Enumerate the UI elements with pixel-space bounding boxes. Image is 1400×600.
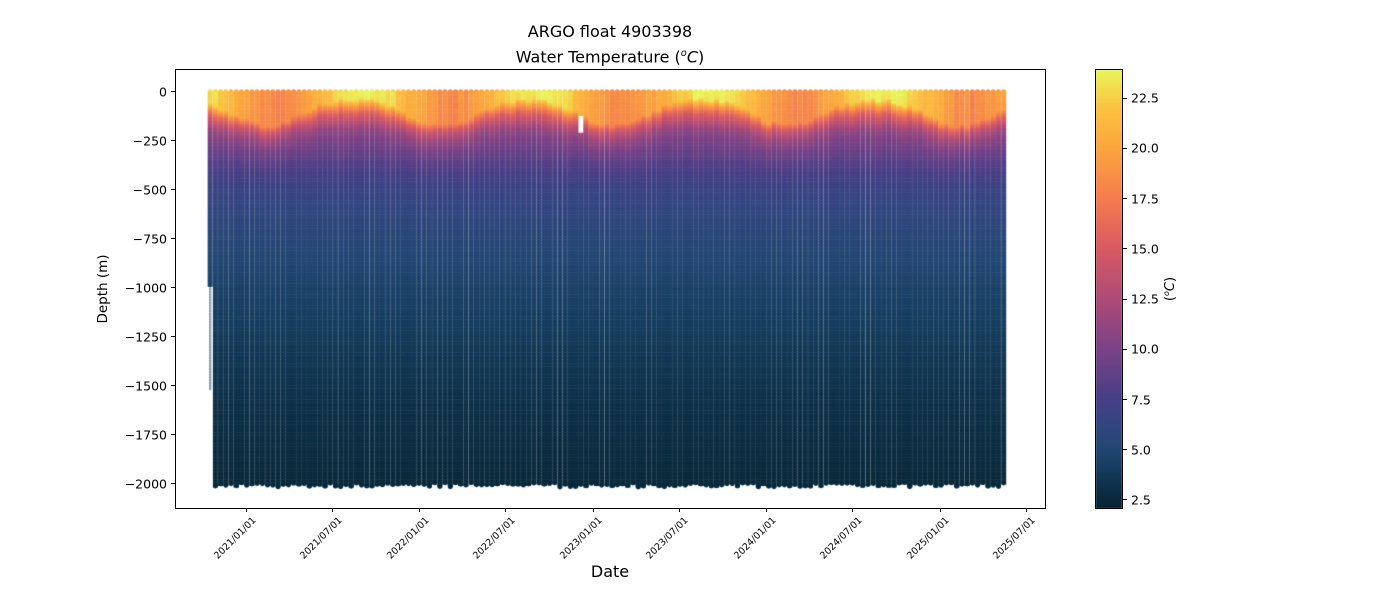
- y-tick-mark: [171, 238, 175, 240]
- x-tick-mark: [852, 508, 854, 512]
- colorbar-tick-mark: [1123, 248, 1127, 250]
- colorbar-tick-label: 10.0: [1131, 341, 1159, 357]
- x-tick-mark: [765, 508, 767, 512]
- colorbar-tick-label: 7.5: [1131, 392, 1151, 407]
- y-tick-label: −2000: [124, 476, 167, 492]
- y-tick-label: 0: [159, 84, 167, 100]
- degree-symbol: o: [1161, 291, 1171, 297]
- y-tick-mark: [171, 91, 175, 93]
- colorbar-tick-label: 20.0: [1131, 140, 1159, 156]
- colorbar-tick-mark: [1123, 348, 1127, 350]
- colorbar-tick-mark: [1123, 147, 1127, 149]
- colorbar-tick-label: 17.5: [1131, 191, 1159, 207]
- y-tick-label: −1500: [124, 378, 167, 394]
- y-tick-label: −250: [132, 133, 167, 149]
- x-tick-mark: [678, 508, 680, 512]
- y-tick-label: −500: [132, 182, 167, 198]
- x-tick-mark: [1025, 508, 1027, 512]
- y-axis-label: Depth (m): [95, 254, 111, 324]
- colorbar-tick-mark: [1123, 449, 1127, 451]
- title-line2: Water Temperature (oC): [515, 47, 705, 67]
- colorbar-tick-label: 22.5: [1131, 90, 1159, 106]
- colorbar-tick-mark: [1123, 499, 1127, 501]
- y-tick-mark: [171, 483, 175, 485]
- colorbar-tick-mark: [1123, 97, 1127, 99]
- x-tick-mark: [505, 508, 507, 512]
- y-tick-mark: [171, 336, 175, 338]
- y-tick-mark: [171, 140, 175, 142]
- y-tick-label: −750: [132, 231, 167, 247]
- y-tick-label: −1250: [124, 329, 167, 345]
- y-tick-label: −1000: [124, 280, 167, 296]
- colorbar-tick-label: 5.0: [1131, 442, 1151, 458]
- colorbar-tick-label: 12.5: [1131, 291, 1159, 307]
- x-tick-mark: [332, 508, 334, 512]
- x-tick-mark: [939, 508, 941, 512]
- x-axis-label: Date: [590, 562, 630, 581]
- chart-title: ARGO float 4903398 Water Temperature (oC…: [516, 21, 705, 68]
- x-tick-mark: [246, 508, 248, 512]
- colorbar-label: (oC): [1161, 276, 1179, 302]
- colorbar-tick-mark: [1123, 198, 1127, 200]
- degree-symbol: o: [680, 48, 687, 59]
- colorbar-tick-mark: [1123, 399, 1127, 400]
- title-line1: ARGO float 4903398: [527, 22, 693, 41]
- colorbar-tick-mark: [1123, 298, 1127, 300]
- y-tick-mark: [171, 385, 175, 387]
- x-tick-mark: [592, 508, 594, 512]
- y-tick-mark: [171, 434, 175, 436]
- colorbar-tick-label: 15.0: [1131, 241, 1159, 257]
- x-tick-mark: [419, 508, 421, 512]
- y-tick-mark: [171, 189, 175, 191]
- colorbar-tick-label: 2.5: [1131, 492, 1151, 508]
- y-tick-mark: [171, 287, 175, 289]
- y-tick-label: −1750: [124, 427, 167, 443]
